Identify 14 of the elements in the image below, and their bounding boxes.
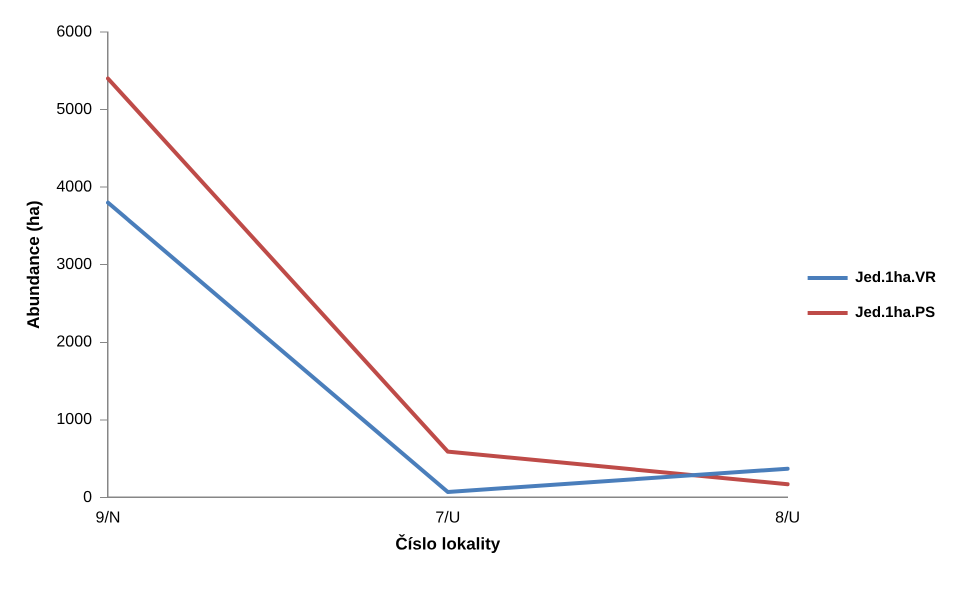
- x-tick-label: 7/U: [435, 509, 460, 526]
- y-tick-label: 0: [83, 488, 92, 506]
- legend-label: Jed.1ha.PS: [855, 304, 936, 322]
- y-tick-label: 4000: [56, 178, 92, 196]
- x-tick-label: 8/U: [775, 509, 800, 526]
- y-tick-label: 6000: [56, 23, 92, 40]
- y-tick-label: 5000: [56, 100, 92, 118]
- x-axis-title: Číslo lokality: [395, 533, 501, 554]
- x-tick-label: 9/N: [96, 509, 120, 526]
- legend-label: Jed.1ha.VR: [855, 269, 936, 286]
- y-tick-label: 1000: [56, 411, 92, 428]
- y-axis-title: Abundance (ha): [24, 200, 43, 329]
- y-tick-label: 3000: [56, 256, 92, 274]
- y-tick-label: 2000: [56, 334, 92, 351]
